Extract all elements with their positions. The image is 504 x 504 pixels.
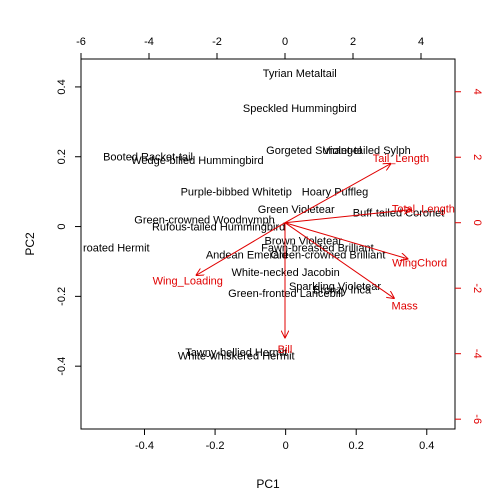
top-tick-label: 2 bbox=[350, 36, 356, 48]
observation-label: Purple-bibbed Whitetip bbox=[181, 187, 292, 199]
observation-label: Green-crowned Woodnymph bbox=[134, 215, 274, 227]
observation-label: Sparkling Violetear bbox=[289, 281, 381, 293]
observation-label: Hoary Puffleg bbox=[302, 187, 368, 199]
y-tick-label: 0.2 bbox=[56, 149, 68, 164]
loading-label: Total_Length bbox=[392, 203, 455, 215]
top-tick-label: -6 bbox=[76, 36, 86, 48]
observation-label: Violet-tailed Sylph bbox=[323, 145, 411, 157]
observation-label: Booted Racket-tail bbox=[103, 152, 193, 164]
loading-arrow bbox=[284, 210, 411, 224]
y-tick-label: -0.4 bbox=[56, 357, 68, 376]
loading-arrow bbox=[284, 164, 390, 224]
observation-label: Brown Violetear bbox=[265, 236, 343, 248]
loading-arrow bbox=[284, 222, 394, 298]
observation-label: Green Violetear bbox=[258, 204, 335, 216]
right-tick-label: 4 bbox=[471, 89, 483, 95]
top-tick-label: 4 bbox=[418, 36, 424, 48]
y-tick-label: 0.4 bbox=[56, 79, 68, 94]
x-tick-label: -0.2 bbox=[206, 440, 225, 452]
observation-label: Rufous-tailed Hummingbird bbox=[152, 222, 285, 234]
right-tick-label: 0 bbox=[471, 220, 483, 226]
x-tick-label: 0 bbox=[283, 440, 289, 452]
observation-label: Gorgeted Sunangel bbox=[266, 145, 361, 157]
loading-label: Tail_Length bbox=[373, 153, 429, 165]
plot-frame bbox=[80, 58, 456, 430]
right-tick-label: 2 bbox=[471, 154, 483, 160]
observation-label: Green-crowned Brilliant bbox=[271, 249, 386, 261]
x-tick-label: 0.4 bbox=[419, 440, 434, 452]
x-tick-label: 0.2 bbox=[349, 440, 364, 452]
observation-label: Tyrian Metaltail bbox=[263, 68, 337, 80]
loading-label: Bill bbox=[278, 344, 293, 356]
observation-label: White-whiskered Hermit bbox=[178, 351, 295, 363]
observation-label: roated Hermit bbox=[83, 242, 150, 254]
top-tick-label: -4 bbox=[144, 36, 154, 48]
observation-label: Speckled Hummingbird bbox=[243, 103, 357, 115]
x-axis-label: PC1 bbox=[256, 477, 280, 491]
observation-label: Fawn-breasted Brilliant bbox=[261, 242, 374, 254]
right-tick-label: -4 bbox=[471, 349, 483, 359]
observation-label: Andean Emerald bbox=[206, 249, 288, 261]
x-tick-label: -0.4 bbox=[135, 440, 154, 452]
y-tick-label: 0 bbox=[56, 223, 68, 229]
loading-arrow bbox=[284, 222, 407, 259]
top-tick-label: -2 bbox=[212, 36, 222, 48]
y-tick-label: -0.2 bbox=[56, 287, 68, 306]
observation-label: Tawny-bellied Hermit bbox=[185, 347, 287, 359]
loading-label: WingChord bbox=[392, 257, 447, 269]
right-tick-label: -6 bbox=[471, 414, 483, 424]
loading-label: Mass bbox=[392, 301, 419, 313]
observation-label: White-necked Jacobin bbox=[232, 267, 340, 279]
y-axis-label: PC2 bbox=[23, 232, 37, 256]
top-tick-label: 0 bbox=[282, 36, 288, 48]
loading-label: Wing_Loading bbox=[153, 275, 223, 287]
observation-label: Wedge-billed Hummingbird bbox=[131, 155, 263, 167]
observation-label: Green-fronted Lancebill bbox=[228, 288, 343, 300]
loading-arrow bbox=[197, 222, 286, 275]
right-tick-label: -2 bbox=[471, 283, 483, 293]
observation-label: Buff-tailed Coronet bbox=[353, 208, 445, 220]
observation-label: Bronzy Inca bbox=[313, 284, 372, 296]
